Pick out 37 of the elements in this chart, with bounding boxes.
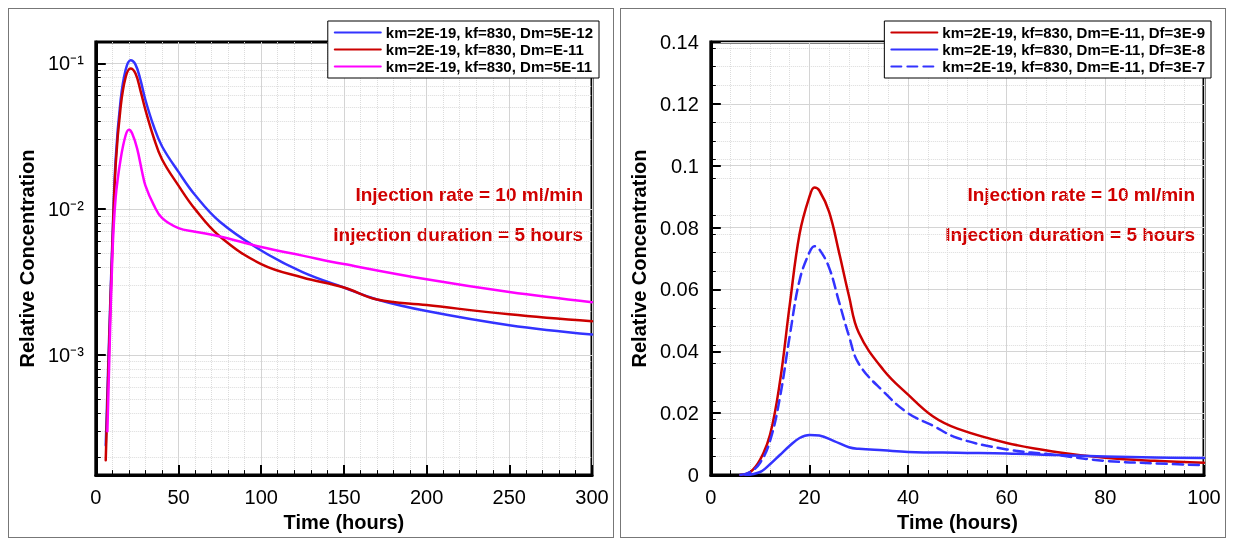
x-tick-label: 20 xyxy=(798,486,821,509)
x-tick-label: 0 xyxy=(90,486,102,509)
x-axis-title: Time (hours) xyxy=(897,511,1018,533)
y-tick-label: 0.08 xyxy=(659,216,699,239)
y-tick-label: 10⁻¹ xyxy=(47,52,85,75)
y-tick-label: 10⁻³ xyxy=(47,343,85,366)
y-tick-label: 0.14 xyxy=(659,31,699,53)
x-tick-label: 100 xyxy=(1187,486,1221,509)
x-tick-label: 150 xyxy=(327,486,361,509)
x-tick-label: 250 xyxy=(492,486,526,509)
y-axis-title: Relative Concentration xyxy=(628,149,650,368)
legend-label: km=2E-19, kf=830, Dm=5E-12 xyxy=(385,24,593,41)
x-tick-label: 0 xyxy=(705,486,717,509)
annotation: Injection duration = 5 hours xyxy=(945,224,1196,245)
legend-label: km=2E-19, kf=830, Dm=E-11, Df=3E-7 xyxy=(942,58,1205,75)
x-tick-label: 80 xyxy=(1094,486,1117,509)
x-tick-label: 50 xyxy=(167,486,190,509)
x-tick-label: 300 xyxy=(575,486,609,509)
y-tick-label: 0 xyxy=(687,464,699,487)
line-series xyxy=(106,128,594,433)
x-axis-title: Time (hours) xyxy=(283,511,405,533)
annotation: Injection rate = 10 ml/min xyxy=(967,184,1195,205)
y-tick-label: 0.1 xyxy=(671,154,699,177)
y-tick-label: 0.06 xyxy=(659,278,699,301)
x-tick-label: 60 xyxy=(995,486,1018,509)
y-axis-title: Relative Concentration xyxy=(16,149,38,368)
y-tick-label: 10⁻² xyxy=(47,198,85,221)
x-tick-label: 40 xyxy=(896,486,920,509)
x-tick-label: 100 xyxy=(244,486,278,509)
y-tick-label: 0.02 xyxy=(659,402,699,425)
legend-label: km=2E-19, kf=830, Dm=E-11, Df=3E-8 xyxy=(942,41,1205,58)
x-tick-label: 200 xyxy=(409,486,444,509)
y-tick-label: 0.12 xyxy=(659,92,699,115)
y-tick-label: 0.04 xyxy=(659,340,699,363)
legend-label: km=2E-19, kf=830, Dm=E-11, Df=3E-9 xyxy=(942,24,1205,41)
legend-label: km=2E-19, kf=830, Dm=5E-11 xyxy=(385,58,593,75)
legend-label: km=2E-19, kf=830, Dm=E-11 xyxy=(385,41,584,58)
